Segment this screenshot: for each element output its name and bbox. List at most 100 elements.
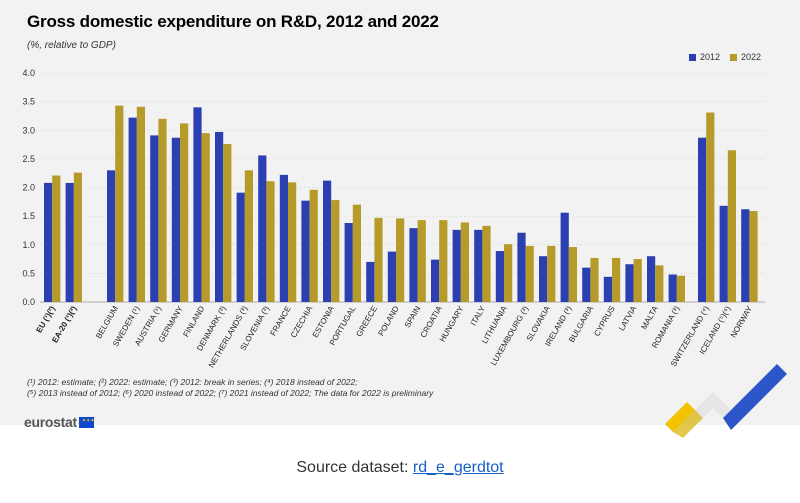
bar-2022 (223, 143, 232, 302)
bar-2022 (460, 222, 469, 302)
eurostat-logo: eurostat ✶✶✶ (24, 414, 94, 430)
bar-2022 (158, 118, 167, 302)
bar-2012 (668, 274, 677, 302)
bar-2022 (331, 200, 340, 302)
y-tick-label: 2.5 (22, 154, 35, 164)
bar-2022 (727, 150, 736, 302)
bar-2022 (504, 244, 513, 302)
legend-item-2022: 2022 (730, 52, 761, 62)
y-tick-label: 1.5 (22, 211, 35, 221)
legend-item-2012: 2012 (689, 52, 720, 62)
y-tick-label: 4.0 (22, 68, 35, 78)
y-tick-label: 0.5 (22, 268, 35, 278)
x-tick-label: ITALY (469, 304, 488, 327)
bar-2022 (73, 172, 82, 302)
bar-2012 (452, 229, 461, 302)
bar-2012 (301, 200, 310, 302)
bar-2012 (258, 155, 267, 302)
bar-2012 (539, 256, 548, 302)
bar-2022 (482, 225, 491, 302)
y-tick-label: 1.0 (22, 240, 35, 250)
bar-2012 (128, 117, 137, 302)
y-tick-label: 3.5 (22, 97, 35, 107)
bar-2022 (136, 106, 145, 302)
bar-2022 (590, 257, 599, 302)
bar-2012 (171, 137, 180, 302)
bar-2022 (396, 218, 405, 302)
bar-2022 (417, 220, 426, 302)
bar-2022 (655, 265, 664, 302)
bar-2012 (344, 222, 353, 302)
x-tick-label: NORWAY (729, 304, 755, 339)
x-tick-label: FRANCE (268, 305, 292, 338)
bar-2022 (52, 175, 61, 302)
x-tick-label: SPAIN (403, 304, 423, 329)
legend-label-2012: 2012 (700, 52, 721, 62)
bar-2022 (244, 170, 253, 302)
chart-title: Gross domestic expenditure on R&D, 2012 … (27, 12, 439, 31)
footnote-line-2: (⁵) 2013 instead of 2012; (⁶) 2020 inste… (27, 388, 434, 398)
bar-2012 (279, 174, 288, 302)
decorative-chevron-icon (665, 364, 787, 438)
bar-2022 (180, 123, 189, 302)
x-tick-label: LATVIA (617, 304, 639, 332)
bar-2022 (374, 217, 383, 302)
chart-subtitle: (%, relative to GDP) (27, 40, 116, 51)
bar-2012 (193, 107, 202, 302)
bar-2022 (352, 204, 361, 302)
footnotes: (¹) 2012: estimate; (²) 2022: estimate; … (27, 377, 433, 399)
bar-2022 (568, 247, 577, 302)
bar-2012 (44, 182, 53, 302)
y-tick-label: 2.0 (22, 183, 35, 193)
legend-swatch-2012 (689, 53, 696, 61)
bar-2012 (431, 259, 440, 302)
source-prefix: Source dataset: (296, 459, 413, 476)
chart-legend: 2012 2022 (689, 52, 771, 62)
bar-2012 (603, 276, 612, 302)
bar-2012 (741, 209, 750, 302)
bar-2022 (706, 112, 715, 302)
bar-2012 (582, 267, 591, 302)
x-tick-label: NETHERLANDS (³) (207, 304, 250, 369)
bar-2022 (612, 257, 621, 302)
bar-2022 (633, 259, 642, 302)
footnote-line-1: (¹) 2012: estimate; (²) 2022: estimate; … (27, 377, 358, 387)
bar-2012 (150, 135, 159, 302)
bar-2022 (309, 189, 318, 302)
legend-swatch-2022 (730, 53, 738, 61)
bar-2022 (115, 105, 124, 302)
logo-text: eurostat (24, 414, 77, 430)
bar-2012 (409, 228, 418, 302)
bar-2012 (107, 170, 116, 302)
bar-2012 (560, 212, 569, 302)
source-dataset-link[interactable]: rd_e_gerdtot (412, 459, 504, 476)
bar-2012 (215, 131, 224, 302)
bar-2022 (749, 210, 758, 302)
x-tick-label: CYPRUS (592, 305, 616, 338)
bar-2022 (676, 275, 685, 302)
bar-2012 (495, 251, 504, 302)
bar-2022 (439, 220, 448, 302)
bar-2022 (266, 181, 275, 302)
bar-2012 (236, 192, 245, 302)
bar-2012 (366, 261, 375, 302)
bar-2022 (288, 182, 297, 302)
bar-2012 (625, 264, 634, 302)
bar-2022 (547, 245, 556, 302)
bar-2012 (719, 205, 728, 302)
y-tick-label: 0.0 (22, 297, 35, 307)
bar-2012 (647, 256, 656, 302)
bar-2012 (323, 180, 332, 302)
bar-chart: 0.00.51.01.52.02.53.03.54.0EU (¹)(²)EA-2… (22, 68, 765, 369)
bar-2012 (474, 229, 483, 302)
bar-2012 (387, 251, 396, 302)
legend-label-2022: 2022 (741, 52, 762, 62)
bar-2012 (65, 182, 74, 302)
bar-2022 (201, 133, 210, 302)
x-tick-label: POLAND (376, 304, 400, 337)
bar-2012 (517, 232, 526, 302)
source-line: Source dataset: rd_e_gerdtot (0, 459, 800, 477)
bar-2012 (698, 137, 707, 302)
x-tick-label: MALTA (639, 304, 660, 331)
eu-flag-icon: ✶✶✶ (78, 416, 94, 428)
